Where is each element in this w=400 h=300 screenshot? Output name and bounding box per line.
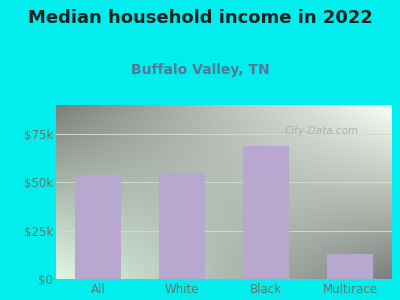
Bar (327, 254, 373, 279)
Bar (243, 146, 289, 279)
Text: Median household income in 2022: Median household income in 2022 (28, 9, 372, 27)
Bar (159, 173, 205, 279)
Text: Buffalo Valley, TN: Buffalo Valley, TN (131, 63, 269, 77)
Text: City-Data.com: City-Data.com (284, 126, 359, 136)
Bar (75, 176, 121, 279)
